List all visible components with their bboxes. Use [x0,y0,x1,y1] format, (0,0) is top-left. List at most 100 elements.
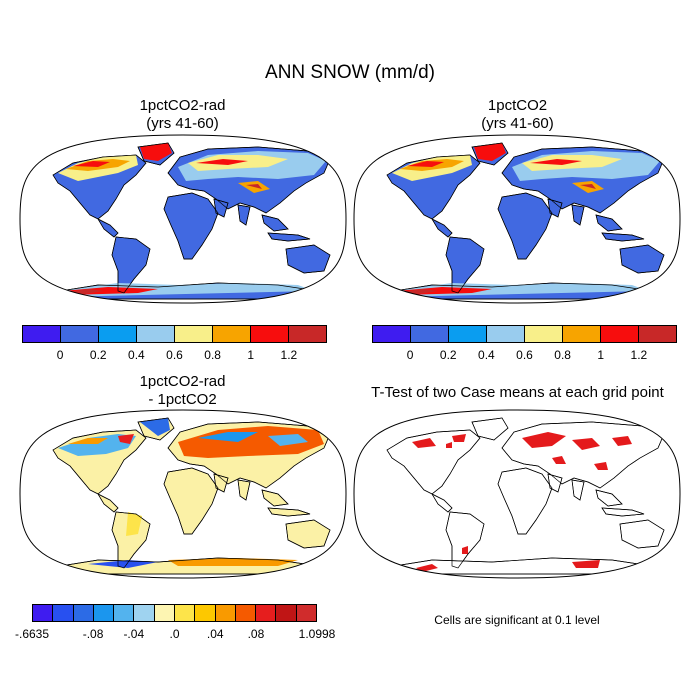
cbar-tl-swatch [289,326,326,342]
cbar-tl-tick-label: 0.4 [128,348,145,362]
snow-field-region [246,184,262,189]
cbar-bl-swatch [33,605,54,621]
significant-region [446,442,452,448]
cbar-tl-swatch [251,326,289,342]
significant-region [594,462,608,470]
cbar-tr-tick-label: 1.2 [630,348,648,362]
world-map-svg [353,409,681,579]
panel-title-top-right: 1pctCO2 (yrs 41-60) [481,97,554,132]
cbar-bl-swatch [73,605,94,621]
world-map-svg [19,409,347,579]
cbar-bl-swatch [296,605,316,621]
main-title: ANN SNOW (mm/d) [265,62,435,83]
cbar-tr-swatch [373,326,411,342]
map-border [19,134,347,304]
snow-field-region [68,438,108,444]
snow-field-region [474,143,506,161]
significant-region [552,456,566,464]
cbar-bl-tick-label: 1.0998 [298,627,336,641]
significant-region [612,436,632,446]
colorbar-labels-bottom-left: -.6635 -.08 -.04 .0 .04 .08 1.0998 [15,627,335,643]
map-top-left [18,133,348,305]
cbar-tl-tick-label: 1.2 [280,348,298,362]
cbar-bl-swatch [53,605,74,621]
snow-field-region [580,184,596,189]
cbar-tr-tick-label: 0.4 [478,348,495,362]
snow-field-region [530,159,582,165]
snow-field-region [178,426,324,458]
cbar-tl-swatch [61,326,99,342]
snow-field-region [198,432,258,442]
cbar-tl-swatch [175,326,213,342]
cbar-tr-tick-label: 0.8 [554,348,571,362]
cbar-bl-tick-label: -.6635 [14,627,50,641]
map-border [353,134,681,304]
significant-region [572,560,600,568]
cbar-bl-swatch [93,605,115,621]
snow-field-region [196,159,248,165]
cbar-tr-tick-label: 0.6 [516,348,533,362]
snow-field-region [73,161,110,167]
cbar-bl-swatch [276,605,297,621]
snow-field-region [58,434,136,456]
cbar-bl-swatch [174,605,196,621]
cbar-tl-tick-label: 0.2 [89,348,107,362]
cbar-bl-swatch [195,605,216,621]
significant-region [412,438,436,448]
snow-field-region [118,434,134,444]
cbar-bl-swatch [215,605,236,621]
panel-title-bottom-left: 1pctCO2-rad - 1pctCO2 [139,373,226,408]
cbar-tr-swatch [525,326,563,342]
cbar-tr-swatch [639,326,676,342]
cbar-tr-swatch [449,326,487,342]
map-border [19,409,347,579]
cbar-tl-tick-label: 0.8 [204,348,221,362]
cbar-bl-tick-label: .0 [169,627,180,641]
cbar-bl-swatch [235,605,257,621]
cbar-tr-swatch [563,326,601,342]
cbar-tr-swatch [411,326,449,342]
snow-field-region [58,283,314,297]
significance-note: Cells are significant at 0.1 level [434,613,600,627]
snow-field-region [268,434,308,446]
colorbar-labels-top-right: 0 0.2 0.4 0.6 0.8 1 1.2 [372,348,677,364]
snow-field-region [407,161,444,167]
cbar-tl-tick-label: 0 [56,348,64,362]
map-border [353,409,681,579]
world-map-svg [353,134,681,304]
cbar-tr-tick-label: 1 [597,348,605,362]
cbar-bl-swatch [256,605,277,621]
colorbar-labels-top-left: 0 0.2 0.4 0.6 0.8 1 1.2 [22,348,327,364]
cbar-tr-swatch [601,326,639,342]
panel-title-bottom-right: T-Test of two Case means at each grid po… [371,384,664,401]
cbar-tr-swatch [487,326,525,342]
world-map-svg [19,134,347,304]
cbar-bl-swatch [134,605,155,621]
cbar-bl-tick-label: .04 [206,627,224,641]
cbar-tl-tick-label: 1 [247,348,255,362]
snow-field-region [392,283,648,297]
cbar-tl-swatch [99,326,137,342]
cbar-tl-tick-label: 0.6 [166,348,183,362]
cbar-bl-swatch [154,605,175,621]
panel-title-top-left: 1pctCO2-rad (yrs 41-60) [139,97,226,132]
colorbar-bottom-left [32,604,317,622]
colorbar-top-left [22,325,327,343]
map-top-right [352,133,682,305]
cbar-bl-swatch [114,605,135,621]
snow-field-region [168,558,298,566]
cbar-tr-tick-label: 0.2 [439,348,457,362]
cbar-bl-tick-label: -.08 [82,627,104,641]
cbar-tl-swatch [137,326,175,342]
significant-region [462,546,468,554]
map-bottom-right [352,408,682,580]
snow-field-region [140,143,172,161]
colorbar-top-right [372,325,677,343]
snow-field-region [126,512,142,536]
significant-region [572,438,600,450]
snow-field-region [140,418,170,436]
cbar-bl-tick-label: .08 [247,627,265,641]
cbar-tr-tick-label: 0 [406,348,414,362]
significant-region [522,432,566,448]
significant-region [452,434,466,442]
